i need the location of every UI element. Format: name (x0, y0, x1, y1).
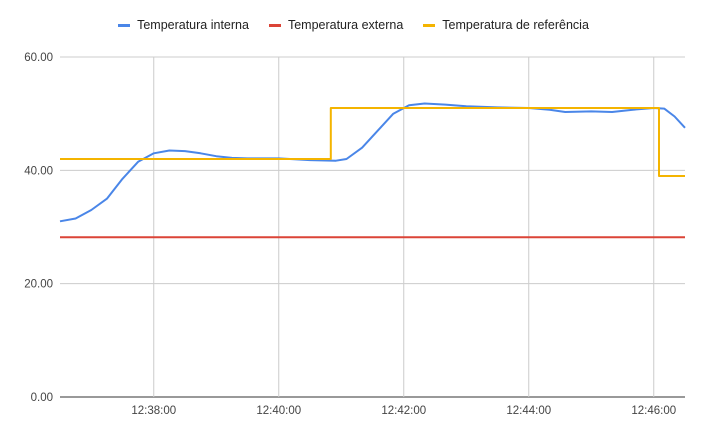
legend-swatch-internal (118, 23, 131, 27)
series-line-reference (60, 107, 685, 177)
legend-label-external: Temperatura externa (287, 18, 404, 32)
x-tick-label: 12:44:00 (506, 405, 551, 417)
x-tick-label: 12:40:00 (256, 405, 301, 417)
x-tick-label: 12:38:00 (131, 405, 176, 417)
legend-swatch-external (268, 23, 281, 27)
legend-item-internal[interactable]: Temperatura interna (118, 18, 249, 32)
chart-legend: Temperatura interna Temperatura externa … (0, 18, 707, 32)
x-tick-label: 12:46:00 (631, 405, 676, 417)
grid-lines (60, 56, 685, 398)
legend-swatch-reference (423, 23, 436, 27)
legend-label-reference: Temperatura de referência (442, 18, 589, 32)
x-axis-labels: 12:38:00 12:40:00 12:42:00 12:44:00 12:46:00 (131, 405, 676, 417)
x-tick-label: 12:42:00 (381, 405, 426, 417)
series-line-internal (59, 102, 686, 223)
series-lines (59, 102, 686, 239)
y-axis-labels: 0.00 20.00 40.00 60.00 (24, 52, 53, 404)
y-tick-label: 0.00 (31, 392, 53, 404)
y-tick-label: 40.00 (24, 165, 53, 177)
legend-item-external[interactable]: Temperatura externa (268, 18, 404, 32)
legend-item-reference[interactable]: Temperatura de referência (423, 18, 589, 32)
legend-label-internal: Temperatura interna (137, 18, 249, 32)
y-tick-label: 60.00 (24, 52, 53, 64)
y-tick-label: 20.00 (24, 279, 53, 291)
